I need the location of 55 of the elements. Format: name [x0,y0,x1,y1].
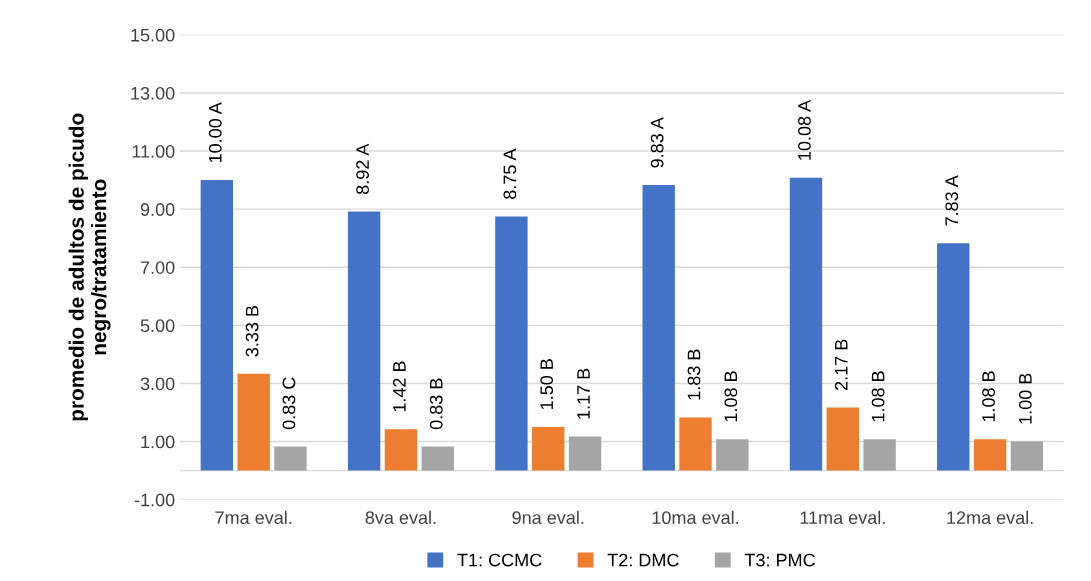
data-label: 10.08 A [798,99,811,160]
bar [863,439,896,471]
data-label: 0.83 B [429,378,443,430]
data-label: 1.08 B [982,371,995,422]
y-tick-label: 9.00 [140,203,175,216]
bar [274,446,307,471]
data-label: 1.83 B [687,349,701,400]
data-label: 1.08 B [724,371,738,422]
data-label: 9.83 A [650,117,664,168]
y-tick-label: 7.00 [140,261,175,274]
bar [384,429,418,471]
data-label: 3.33 B [245,305,259,357]
data-label: 0.83 C [282,377,296,430]
x-tick-label: 7ma eval. [215,510,292,525]
data-label: 1.50 B [540,359,554,409]
bar [679,417,712,471]
bar [421,446,454,471]
y-tick-label: 1.00 [141,435,175,449]
y-tick-label: 3.00 [140,377,175,391]
data-label: 1.08 B [871,371,885,422]
bar [532,427,565,471]
legend-label: T1: CCMC [457,553,542,567]
y-axis-title: promedio de adultos de picudo negro/tratamiento [68,113,111,421]
x-tick-label: 9na eval. [512,510,584,525]
y-tick-label: -1.00 [134,493,175,507]
bar [642,185,675,471]
y-tick-label: 5.00 [140,319,175,333]
y-tick-label: 13.00 [131,86,175,100]
data-label: 8.75 A [503,148,517,199]
data-label: 1.17 B [577,368,590,419]
y-tick-label: 15.00 [131,28,175,42]
bar [1010,441,1044,471]
legend-label: T3: PMC [744,553,815,567]
data-label: 8.92 A [356,143,369,195]
x-tick-label: 12ma eval. [947,510,1033,525]
data-label: 2.17 B [834,339,848,390]
y-tick-label: 11.00 [132,144,175,158]
bar [937,243,970,471]
data-label: 7.83 A [945,175,959,226]
x-tick-label: 10ma eval. [652,510,739,525]
x-tick-label: 11ma eval. [800,510,885,525]
bar [347,211,381,471]
data-label: 1.00 B [1018,373,1032,424]
bar [568,436,602,471]
data-label: 10.00 A [208,102,222,163]
x-tick-label: 8va eval. [365,510,436,525]
bar [789,177,823,471]
bar [716,439,749,471]
legend-label: T2: DMC [607,553,679,567]
bar [200,180,234,471]
bar [973,439,1007,471]
bar [826,407,859,471]
data-label: 1.42 B [393,361,406,412]
bar [495,216,528,471]
bar [237,373,270,471]
